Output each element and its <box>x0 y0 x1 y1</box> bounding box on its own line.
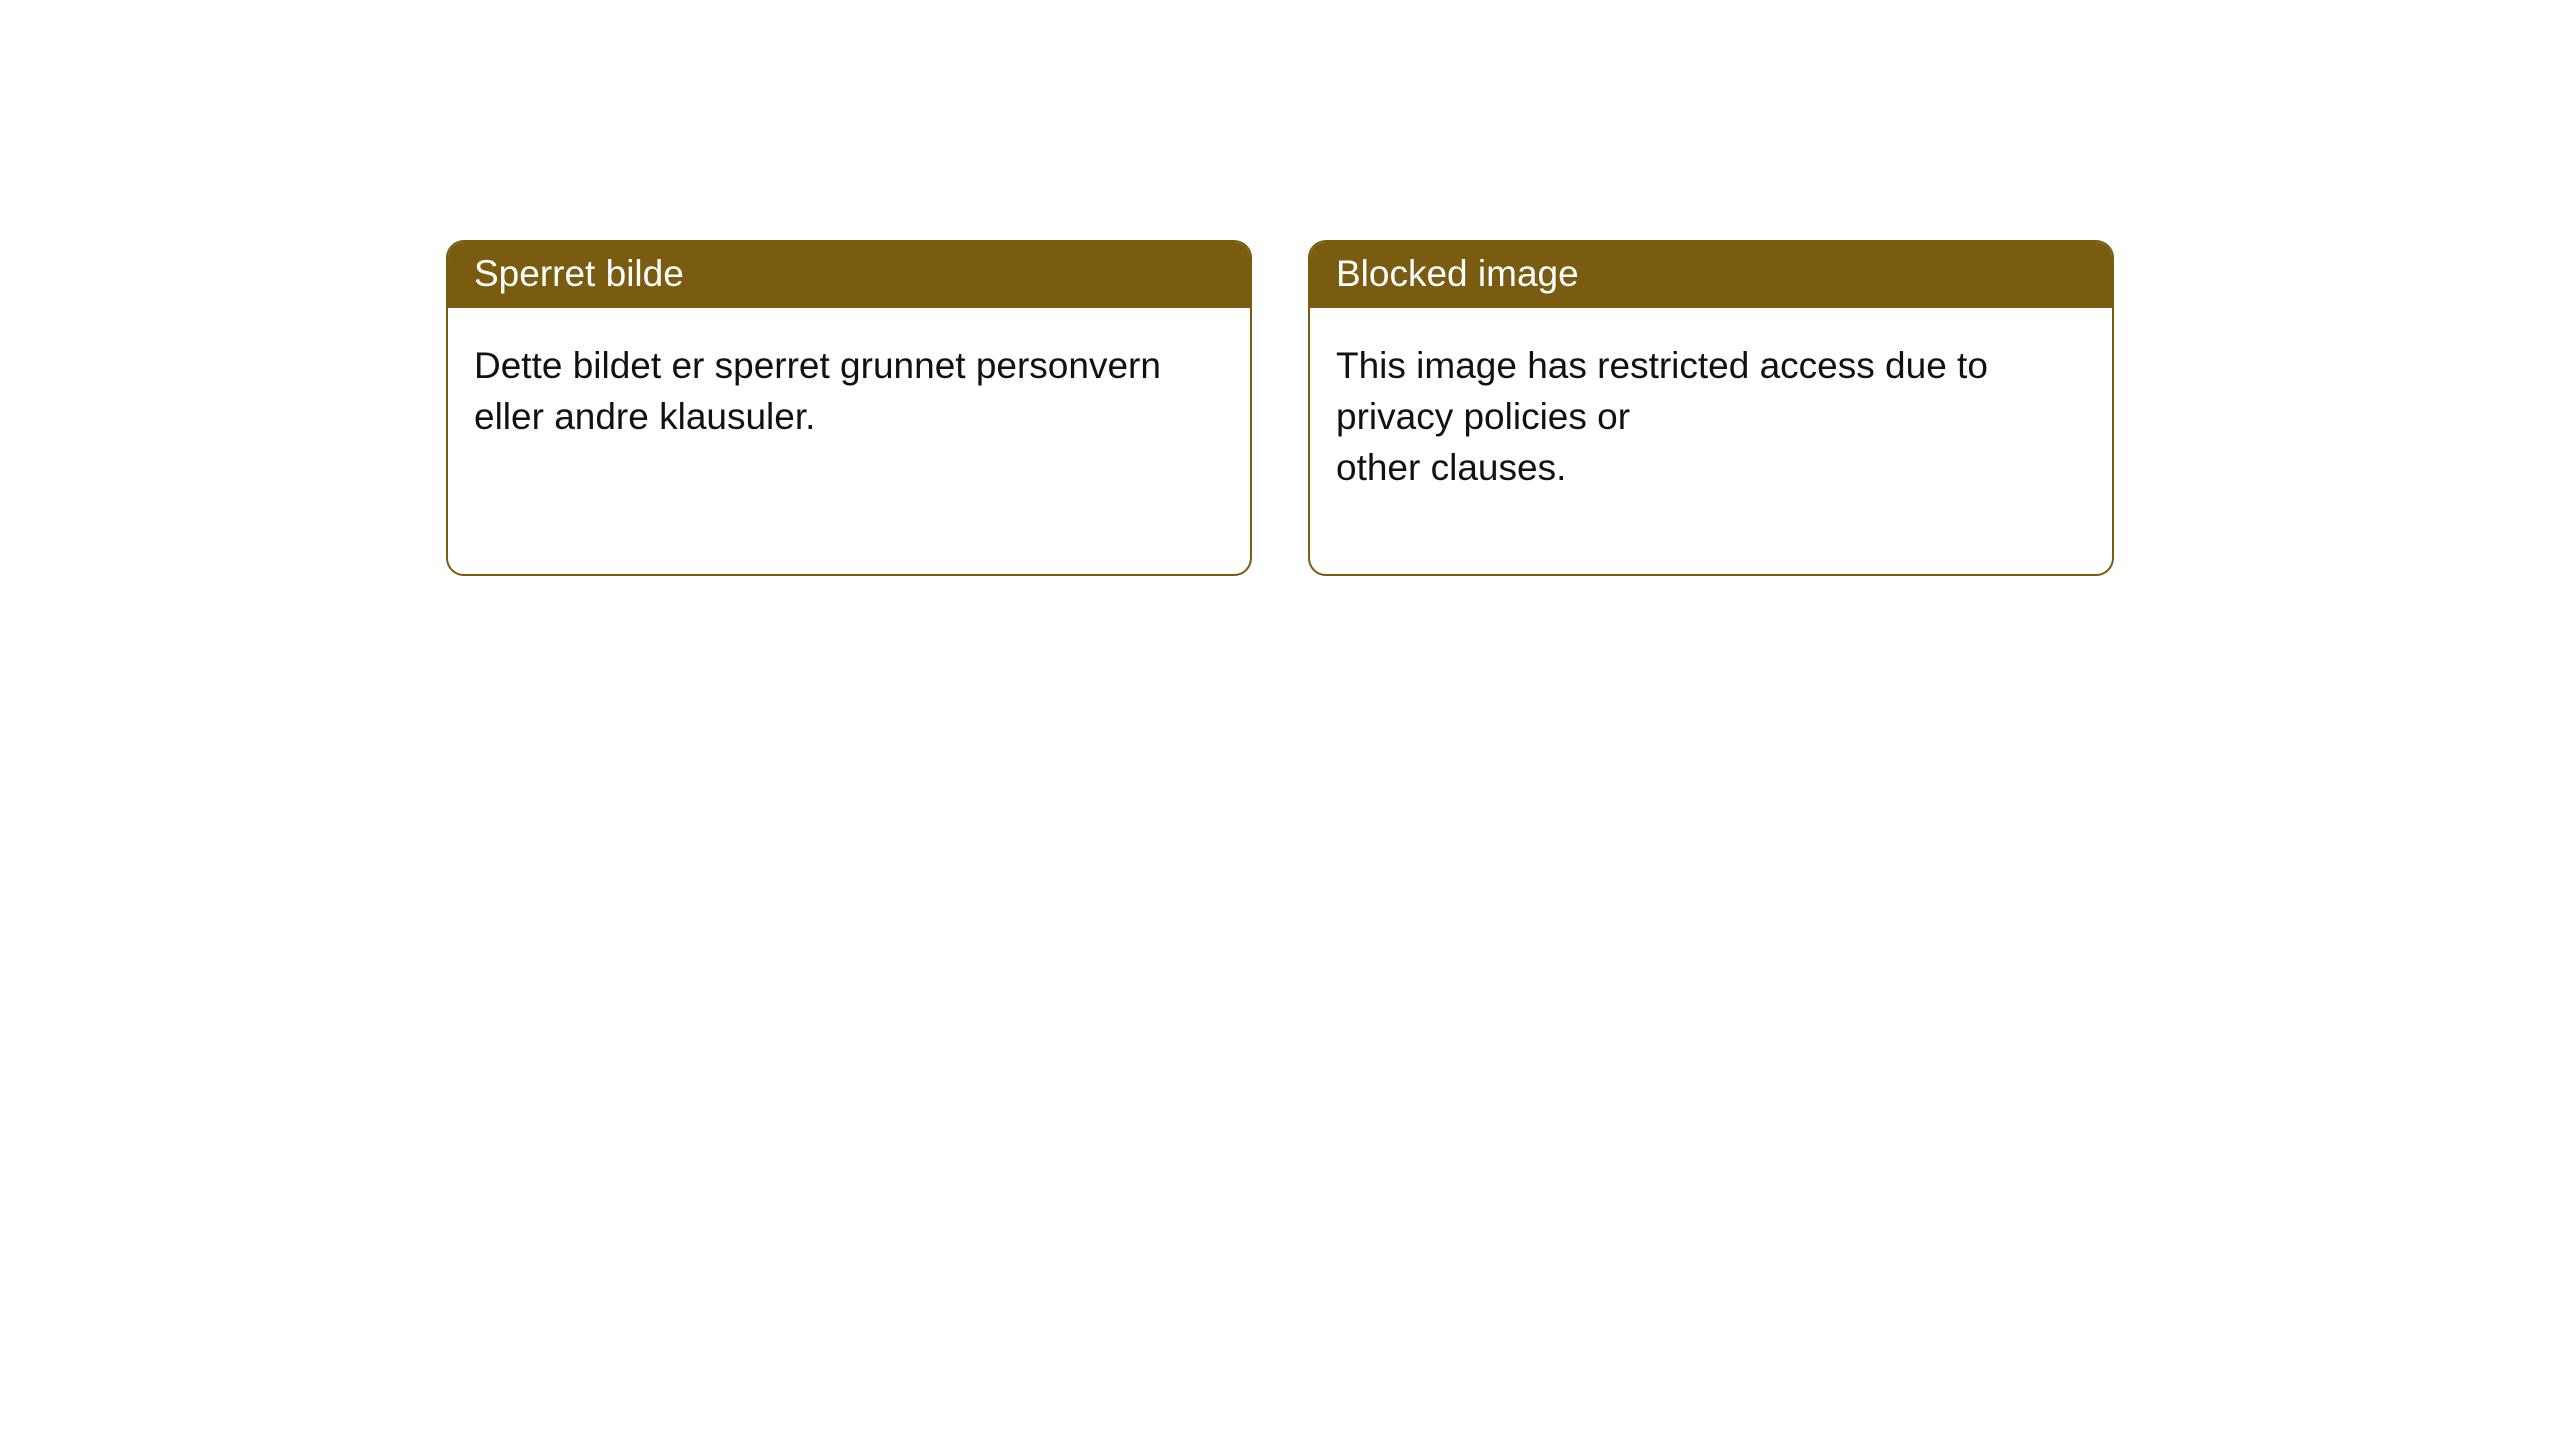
notice-body: Dette bildet er sperret grunnet personve… <box>448 308 1250 522</box>
notice-title: Sperret bilde <box>448 242 1250 308</box>
notice-container: Sperret bilde Dette bildet er sperret gr… <box>0 0 2560 576</box>
notice-card-norwegian: Sperret bilde Dette bildet er sperret gr… <box>446 240 1252 576</box>
notice-card-english: Blocked image This image has restricted … <box>1308 240 2114 576</box>
notice-title: Blocked image <box>1310 242 2112 308</box>
notice-body: This image has restricted access due to … <box>1310 308 2112 573</box>
